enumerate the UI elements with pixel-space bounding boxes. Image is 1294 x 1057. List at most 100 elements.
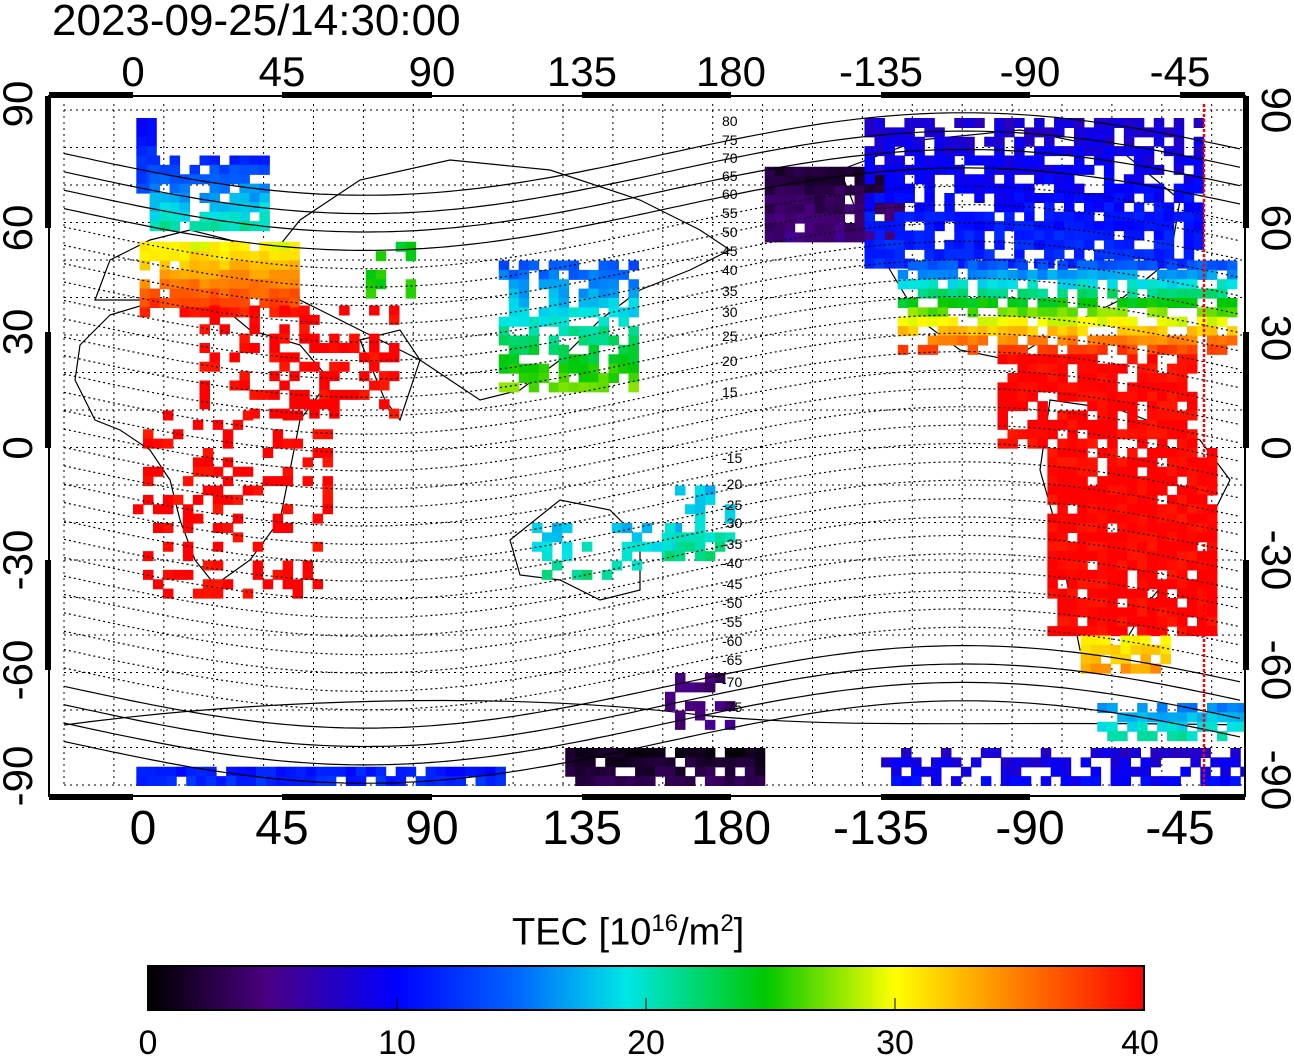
tec-cell [901, 748, 912, 758]
tec-cell [1127, 382, 1138, 393]
lon-top-tick-label: -45 [1150, 48, 1211, 95]
tec-cell [1127, 712, 1138, 723]
tec-cell [1147, 260, 1158, 271]
tec-cell [1017, 260, 1028, 271]
tec-cell [1187, 326, 1198, 337]
tec-cell [279, 324, 290, 335]
tec-cell [1290, 514, 1294, 524]
tec-cell [1113, 202, 1125, 213]
tec-cell [1283, 156, 1294, 166]
tec-cell [1117, 401, 1128, 412]
tec-cell [1087, 457, 1098, 468]
tec-cell [1064, 258, 1075, 269]
tec-cell [279, 260, 290, 271]
tec-cell [159, 221, 171, 232]
tec-cell [665, 757, 676, 768]
tec-cell [1087, 485, 1098, 496]
tec-cell [1216, 703, 1228, 713]
tec-cell [641, 541, 653, 552]
tec-cell [618, 354, 629, 365]
tec-cell [987, 269, 999, 280]
tec-cell [179, 193, 191, 203]
tec-cell [1047, 485, 1058, 496]
tec-cell [1077, 288, 1088, 299]
tec-cell [1097, 504, 1108, 515]
tec-cell [1113, 239, 1125, 250]
tec-cell [1193, 146, 1205, 157]
tec-cell [1187, 560, 1198, 571]
tec-cell [1057, 448, 1068, 458]
tec-cell [704, 757, 716, 768]
tec-cell [1167, 476, 1178, 487]
tec-cell [269, 371, 280, 382]
lon-axis-top: 0 45 90 135 180 -135 -90 -45 [121, 48, 1210, 95]
tec-cell [578, 326, 590, 337]
tec-cell [166, 766, 177, 777]
tec-cell [249, 343, 260, 353]
tec-cell [655, 766, 666, 777]
tec-cell [588, 326, 600, 337]
tec-cell [299, 314, 310, 325]
tec-cell [1167, 382, 1178, 393]
mlat-contour [64, 406, 1241, 490]
tec-cell [1197, 260, 1208, 271]
tec-cell [179, 260, 191, 271]
tec-cell [684, 748, 696, 758]
tec-cell [1127, 607, 1138, 618]
tec-cell [282, 466, 294, 477]
tec-cell [1093, 230, 1105, 241]
tec-cell [349, 389, 360, 400]
tec-cell [1137, 532, 1148, 543]
mlat-contour [64, 314, 1241, 398]
tec-cell [219, 260, 230, 271]
tec-cell [1067, 579, 1078, 590]
tec-cell [375, 279, 387, 290]
tec-cell [674, 673, 686, 683]
tec-cell [558, 382, 570, 393]
tec-cell [1157, 335, 1168, 346]
tec-cell [1183, 230, 1195, 241]
tec-cell [954, 183, 965, 194]
tec-cell [1167, 373, 1178, 383]
tec-cell [1024, 239, 1035, 250]
tec-cell [568, 326, 580, 337]
lon-bottom-tick-label: 45 [255, 802, 308, 855]
tec-cell [1020, 776, 1032, 786]
tec-cell [329, 361, 340, 372]
tec-cell [1097, 429, 1108, 440]
tec-cell [1137, 569, 1148, 580]
tec-cell [937, 307, 949, 318]
tec-cell [379, 371, 390, 382]
tec-cell [1147, 598, 1158, 608]
tec-cell [1117, 523, 1128, 533]
tec-cell [548, 344, 560, 355]
tec-cell [179, 174, 191, 185]
tec-cell [924, 239, 935, 250]
tec-cell [964, 183, 975, 194]
tec-cell [209, 155, 220, 166]
tec-cell [1187, 607, 1198, 618]
tec-cell [189, 221, 201, 232]
tec-cell [152, 579, 164, 590]
tec-cell [182, 551, 194, 562]
tec-cell [598, 316, 609, 327]
tec-cell [1097, 616, 1108, 627]
tec-cell [1107, 363, 1118, 374]
tec-cell [1077, 532, 1088, 543]
frame-bar-bottom [881, 794, 1030, 800]
tec-cell [209, 164, 220, 175]
tec-cell [1197, 532, 1208, 543]
tec-cell [199, 193, 210, 203]
tec-cell [242, 466, 254, 477]
tec-cell [375, 269, 387, 280]
tec-cell [598, 269, 609, 280]
mlat-contour [64, 516, 1241, 601]
tec-cell [405, 766, 417, 777]
tec-cell [1024, 136, 1035, 147]
tec-cell [242, 485, 254, 496]
tec-cell [1167, 410, 1178, 421]
tec-cell [1057, 373, 1068, 383]
tec-cell [498, 326, 510, 337]
tec-cell [1143, 127, 1155, 138]
tec-cell [1107, 466, 1118, 477]
